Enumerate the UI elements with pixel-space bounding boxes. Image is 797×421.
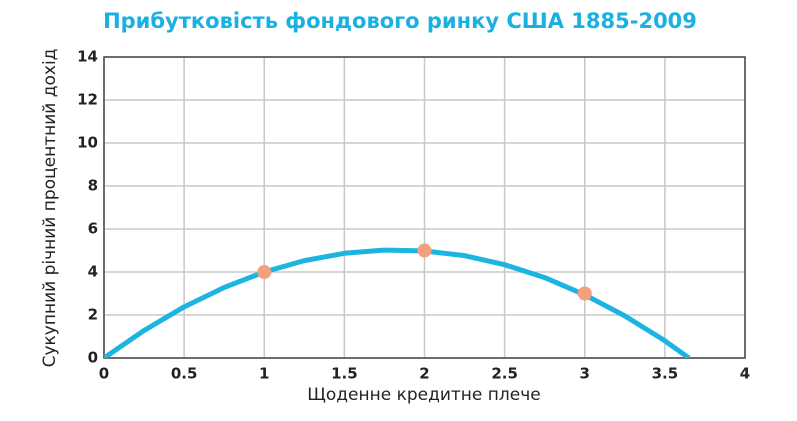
y-tick-label: 14 (77, 48, 98, 66)
chart-title: Прибутковість фондового ринку США 1885-2… (103, 9, 697, 33)
plot-frame (103, 56, 746, 359)
y-tick-label: 10 (77, 134, 98, 152)
y-tick-label: 6 (88, 220, 98, 238)
data-point (417, 243, 432, 258)
x-tick-label: 2.5 (491, 365, 518, 383)
x-tick-label: 0 (99, 365, 109, 383)
x-tick-label: 1 (259, 365, 269, 383)
x-tick-label: 1.5 (331, 365, 358, 383)
y-tick-label: 4 (88, 263, 98, 281)
y-tick-label: 8 (88, 177, 98, 195)
data-line (104, 247, 691, 358)
x-tick-label: 3 (580, 365, 590, 383)
x-tick-label: 0.5 (171, 365, 198, 383)
data-point (257, 265, 272, 279)
y-tick-label: 12 (77, 91, 98, 109)
data-point (577, 286, 592, 301)
y-axis-label: Сукупний річний процентний дохід (40, 49, 60, 368)
y-tick-label: 2 (88, 306, 98, 324)
x-tick-label: 4 (740, 365, 750, 383)
x-tick-label: 2 (419, 365, 429, 383)
x-axis-label: Щоденне кредитне плече (307, 385, 540, 405)
y-tick-label: 0 (88, 349, 98, 367)
x-tick-label: 3.5 (652, 365, 679, 383)
